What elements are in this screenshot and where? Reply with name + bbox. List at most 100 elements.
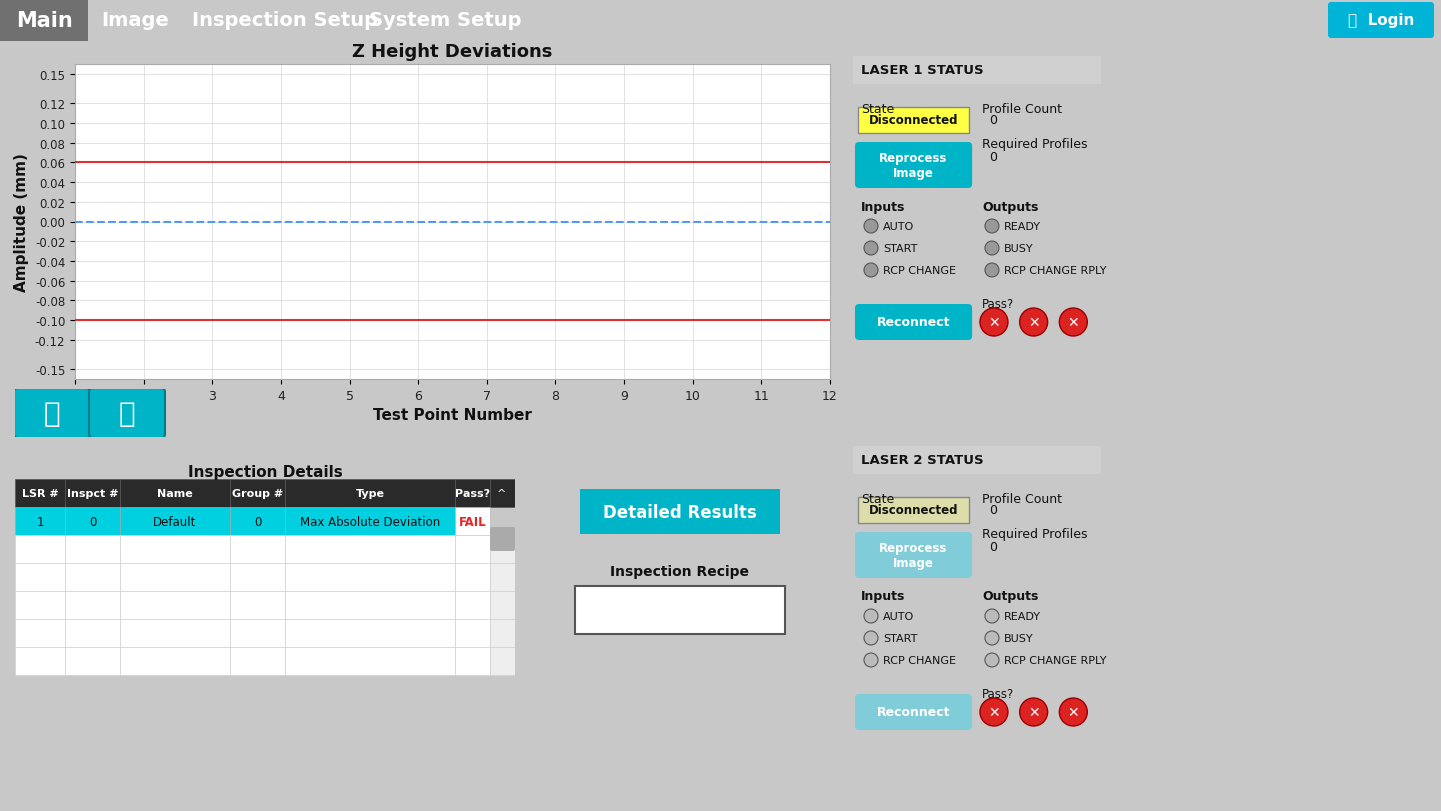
Text: 0: 0	[990, 114, 997, 127]
Circle shape	[986, 264, 999, 277]
Text: 1: 1	[36, 515, 43, 528]
Title: Z Height Deviations: Z Height Deviations	[352, 43, 553, 61]
Circle shape	[986, 631, 999, 646]
Circle shape	[865, 609, 878, 623]
Text: State: State	[862, 492, 895, 505]
Text: ✕: ✕	[989, 705, 1000, 719]
Bar	[853, 57, 1101, 85]
Text: 0: 0	[89, 515, 97, 528]
Bar	[285, 479, 455, 508]
Bar	[14, 647, 65, 676]
Text: LSR #: LSR #	[22, 488, 59, 499]
Bar	[455, 535, 490, 564]
Bar	[455, 591, 490, 620]
Bar	[490, 591, 514, 620]
Circle shape	[865, 653, 878, 667]
Bar	[490, 535, 514, 564]
Bar	[490, 535, 514, 564]
FancyBboxPatch shape	[89, 388, 166, 439]
Bar	[285, 591, 455, 620]
Circle shape	[980, 698, 1007, 726]
Circle shape	[986, 609, 999, 623]
Bar	[14, 564, 65, 591]
Text: Image: Image	[101, 11, 169, 31]
Bar	[120, 591, 231, 620]
Text: LASER 1 STATUS: LASER 1 STATUS	[862, 64, 984, 77]
FancyBboxPatch shape	[576, 486, 784, 539]
Text: Reconnect: Reconnect	[876, 316, 950, 329]
Circle shape	[865, 220, 878, 234]
Text: AUTO: AUTO	[883, 221, 914, 232]
Circle shape	[986, 242, 999, 255]
Bar	[455, 564, 490, 591]
Circle shape	[1059, 309, 1088, 337]
X-axis label: Test Point Number: Test Point Number	[373, 408, 532, 423]
Text: Pass?: Pass?	[455, 488, 490, 499]
Bar	[285, 508, 455, 535]
FancyBboxPatch shape	[490, 527, 514, 551]
Text: ✕: ✕	[1068, 315, 1079, 329]
Text: Outputs: Outputs	[981, 200, 1039, 213]
Bar	[231, 564, 285, 591]
Text: Name: Name	[157, 488, 193, 499]
Text: 0: 0	[990, 504, 997, 517]
Bar	[14, 508, 65, 535]
Text: RCP CHANGE RPLY: RCP CHANGE RPLY	[1004, 266, 1107, 276]
Text: Reprocess
Image: Reprocess Image	[879, 541, 948, 569]
Text: Required Profiles: Required Profiles	[981, 138, 1088, 151]
Text: READY: READY	[1004, 611, 1040, 621]
Circle shape	[865, 264, 878, 277]
FancyBboxPatch shape	[855, 532, 973, 578]
Bar	[285, 564, 455, 591]
Text: 👤  Login: 👤 Login	[1347, 14, 1414, 28]
Text: Profile Count: Profile Count	[981, 103, 1062, 116]
Text: ✕: ✕	[1027, 315, 1039, 329]
Text: Inputs: Inputs	[862, 200, 905, 213]
Bar	[231, 647, 285, 676]
Text: ✕: ✕	[1027, 705, 1039, 719]
Bar	[65, 564, 120, 591]
Bar	[231, 535, 285, 564]
Circle shape	[980, 309, 1007, 337]
Text: Required Profiles: Required Profiles	[981, 527, 1088, 540]
Bar	[65, 535, 120, 564]
FancyBboxPatch shape	[1329, 3, 1434, 39]
FancyBboxPatch shape	[855, 694, 973, 730]
Bar	[490, 591, 514, 620]
Bar	[65, 508, 120, 535]
Text: Inspection Details: Inspection Details	[187, 465, 343, 479]
Text: System Setup: System Setup	[369, 11, 522, 31]
Text: READY: READY	[1004, 221, 1040, 232]
Circle shape	[986, 220, 999, 234]
Text: Reprocess
Image: Reprocess Image	[879, 152, 948, 180]
Y-axis label: Amplitude (mm): Amplitude (mm)	[14, 153, 29, 292]
Bar	[231, 620, 285, 647]
Bar	[65, 647, 120, 676]
Bar	[120, 564, 231, 591]
Text: LASER 2 STATUS: LASER 2 STATUS	[862, 454, 984, 467]
Bar	[0, 0, 88, 42]
Circle shape	[865, 242, 878, 255]
Text: 0: 0	[254, 515, 261, 528]
Text: 0: 0	[990, 151, 997, 164]
Text: RCP CHANGE RPLY: RCP CHANGE RPLY	[1004, 655, 1107, 665]
FancyBboxPatch shape	[14, 388, 89, 439]
FancyBboxPatch shape	[855, 143, 973, 189]
Bar	[120, 535, 231, 564]
Bar	[231, 508, 285, 535]
Text: ✋: ✋	[43, 400, 61, 427]
Text: Main: Main	[16, 11, 72, 31]
Bar	[490, 647, 514, 676]
Text: Profile Count: Profile Count	[981, 492, 1062, 505]
Text: 🔍: 🔍	[118, 400, 135, 427]
Bar	[455, 620, 490, 647]
Text: Disconnected: Disconnected	[869, 504, 958, 517]
Text: Inspection Setup: Inspection Setup	[192, 11, 378, 31]
Text: BUSY: BUSY	[1004, 633, 1033, 643]
Text: Inspct #: Inspct #	[66, 488, 118, 499]
Bar	[490, 620, 514, 647]
Text: ✕: ✕	[1068, 705, 1079, 719]
Text: Detailed Results: Detailed Results	[604, 504, 757, 521]
Text: Type: Type	[356, 488, 385, 499]
Circle shape	[986, 653, 999, 667]
